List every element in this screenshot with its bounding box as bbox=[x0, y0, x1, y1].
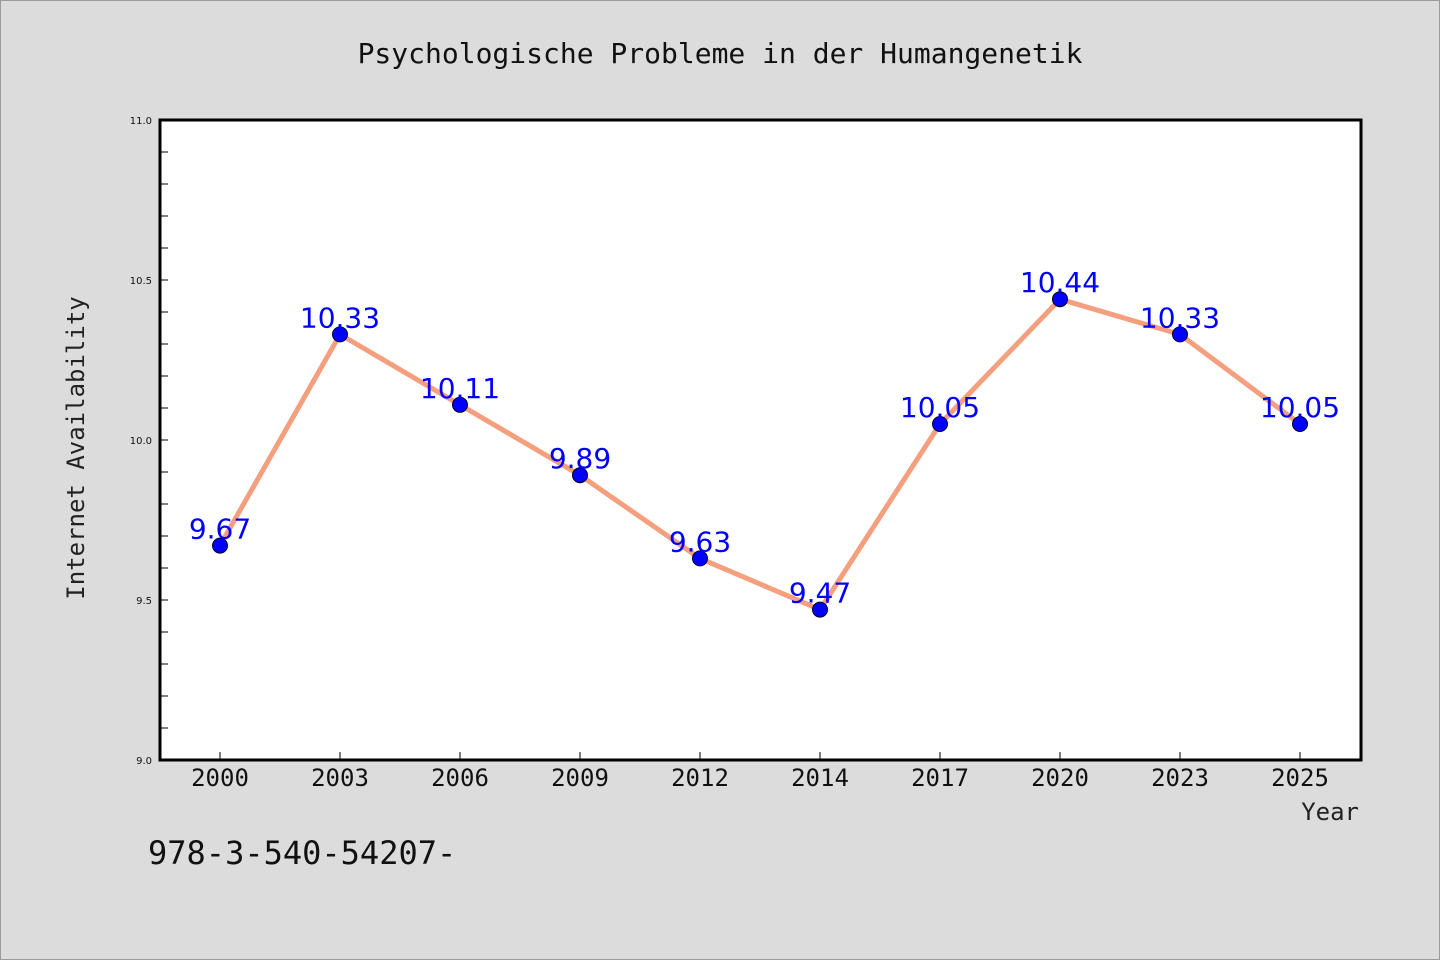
x-axis-ticks: 2000 2003 2006 2009 2012 2014 2017 2020 2023 2025 bbox=[191, 752, 1329, 792]
x-tick-label: 2009 bbox=[551, 764, 609, 792]
data-point bbox=[212, 537, 228, 554]
y-axis-label: Internet Availability bbox=[62, 296, 90, 599]
data-label: 10.05 bbox=[900, 391, 980, 424]
data-label: 10.05 bbox=[1260, 391, 1340, 424]
data-point bbox=[1172, 326, 1188, 343]
data-label: 10.11 bbox=[420, 372, 500, 405]
x-tick-label: 2025 bbox=[1271, 764, 1329, 792]
y-tick-label: 9.0 bbox=[136, 756, 152, 767]
data-point bbox=[932, 416, 948, 432]
y-axis-ticks: 9.0 9.5 10.0 10.5 11.0 bbox=[130, 116, 168, 767]
data-point bbox=[812, 601, 828, 618]
x-tick-label: 2000 bbox=[191, 764, 249, 792]
data-label: 9.63 bbox=[669, 525, 731, 558]
data-point bbox=[692, 550, 708, 567]
x-tick-label: 2006 bbox=[431, 764, 489, 792]
x-tick-label: 2003 bbox=[311, 764, 369, 792]
y-tick-label: 10.5 bbox=[130, 276, 152, 287]
data-label: 9.67 bbox=[189, 513, 251, 546]
x-tick-label: 2020 bbox=[1031, 764, 1089, 792]
data-label: 9.89 bbox=[549, 442, 611, 475]
data-point bbox=[332, 326, 348, 343]
y-tick-label: 10.0 bbox=[130, 436, 152, 447]
y-minor-ticks bbox=[160, 151, 168, 729]
data-point bbox=[1292, 416, 1308, 432]
data-point bbox=[572, 467, 588, 484]
x-tick-label: 2017 bbox=[911, 764, 969, 792]
x-tick-label: 2014 bbox=[791, 764, 849, 792]
data-labels: 9.67 10.33 10.11 9.89 9.63 9.47 10.05 10.44 10.3… bbox=[189, 266, 1340, 609]
data-label: 10.33 bbox=[1140, 301, 1220, 334]
x-axis-label: Year bbox=[1301, 798, 1359, 826]
data-point bbox=[452, 396, 468, 413]
data-point bbox=[1052, 291, 1068, 308]
data-label: 9.47 bbox=[789, 577, 851, 610]
series-markers bbox=[212, 291, 1308, 618]
x-tick-label: 2012 bbox=[671, 764, 729, 792]
data-label: 10.33 bbox=[300, 301, 380, 334]
x-tick-label: 2023 bbox=[1151, 764, 1209, 792]
series-line bbox=[217, 296, 1303, 613]
y-tick-label: 11.0 bbox=[130, 116, 152, 127]
plot-area bbox=[158, 118, 1363, 762]
chart-title: Psychologische Probleme in der Humangene… bbox=[358, 37, 1083, 70]
y-tick-label: 9.5 bbox=[136, 596, 152, 607]
data-label: 10.44 bbox=[1020, 266, 1100, 299]
isbn-annotation: 978-3-540-54207- bbox=[148, 834, 456, 872]
